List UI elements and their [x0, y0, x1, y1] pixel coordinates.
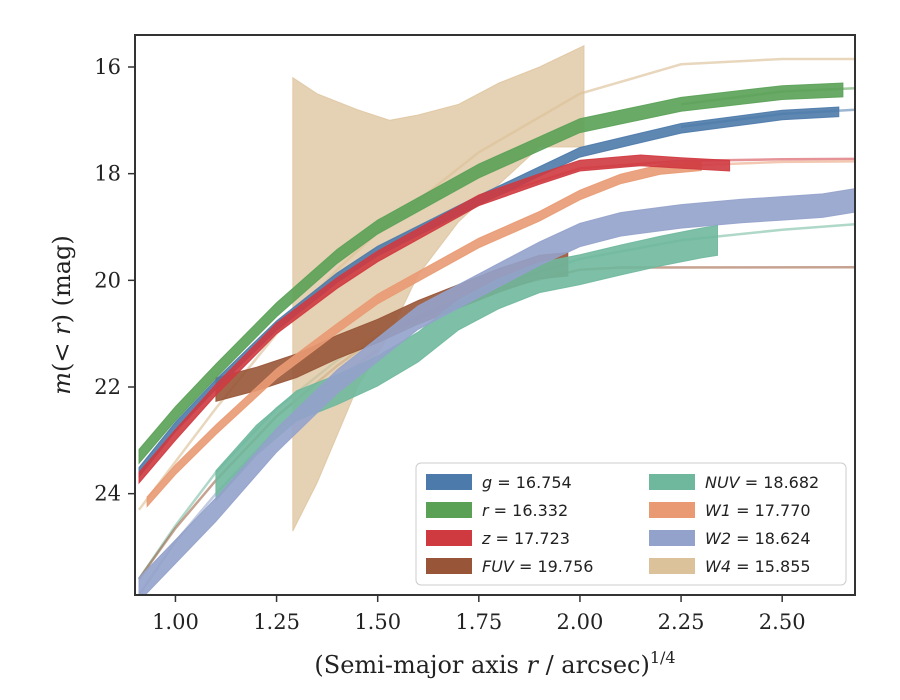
legend-swatch [649, 474, 695, 490]
y-tick-label: 24 [94, 482, 121, 506]
legend-box [415, 462, 847, 586]
y-axis: 16 18 20 22 24 [94, 55, 135, 506]
plot-area [137, 44, 855, 595]
legend-label: W4 = 15.855 [705, 557, 811, 576]
legend-swatch [426, 558, 472, 574]
legend-swatch [426, 474, 472, 490]
x-tick-label: 2.50 [759, 610, 806, 634]
x-tick-label: 1.00 [152, 610, 199, 634]
x-tick-label: 1.25 [253, 610, 300, 634]
legend-label: z = 17.723 [481, 529, 570, 548]
legend-label: r = 16.332 [482, 501, 568, 520]
legend-swatch [649, 530, 695, 546]
x-axis-label: (Semi-major axis r / arcsec)1/4 [314, 648, 675, 679]
profile-band-r [138, 82, 844, 465]
legend-label: NUV = 18.682 [705, 473, 819, 492]
profile-band-z [138, 154, 731, 485]
legend-swatch [426, 530, 472, 546]
plot-frame [134, 34, 856, 596]
legend-swatch [649, 558, 695, 574]
profile-band-w1 [146, 160, 702, 508]
y-tick-label: 16 [94, 55, 121, 79]
legend-label: W2 = 18.624 [705, 529, 811, 548]
legend-label: W1 = 17.770 [705, 501, 811, 520]
y-tick-label: 20 [94, 268, 121, 292]
y-axis-label: m(< r) (mag) [48, 235, 76, 395]
x-tick-label: 1.75 [455, 610, 502, 634]
x-axis: 1.00 1.25 1.50 1.75 2.00 2.25 2.50 [152, 595, 806, 634]
legend-label: FUV = 19.756 [482, 557, 593, 576]
y-tick-label: 22 [94, 375, 121, 399]
x-tick-label: 2.00 [557, 610, 604, 634]
legend: g = 16.754 NUV = 18.682 r = 16.332 W1 = 17.… [415, 462, 847, 586]
x-tick-label: 2.25 [658, 610, 705, 634]
x-tick-label: 1.50 [354, 610, 401, 634]
y-tick-label: 18 [94, 162, 121, 186]
legend-swatch [649, 502, 695, 518]
legend-label: g = 16.754 [482, 473, 572, 492]
legend-swatch [426, 502, 472, 518]
profile-band-w2 [138, 188, 855, 595]
